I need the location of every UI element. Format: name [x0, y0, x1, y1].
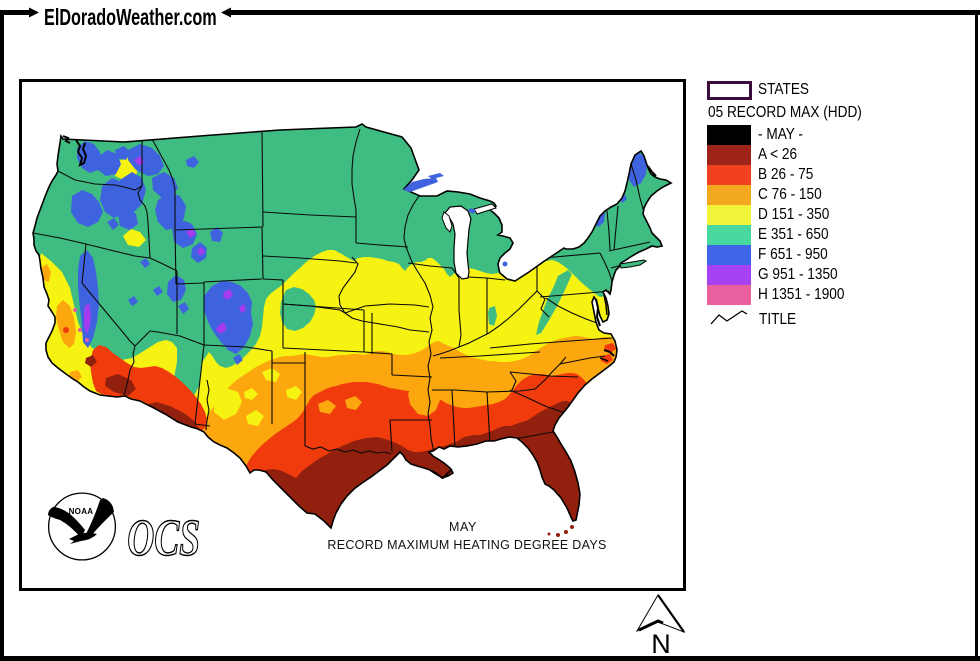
- svg-text:NOAA: NOAA: [69, 507, 94, 516]
- svg-text:N: N: [651, 629, 671, 659]
- svg-text:OCS: OCS: [127, 509, 200, 565]
